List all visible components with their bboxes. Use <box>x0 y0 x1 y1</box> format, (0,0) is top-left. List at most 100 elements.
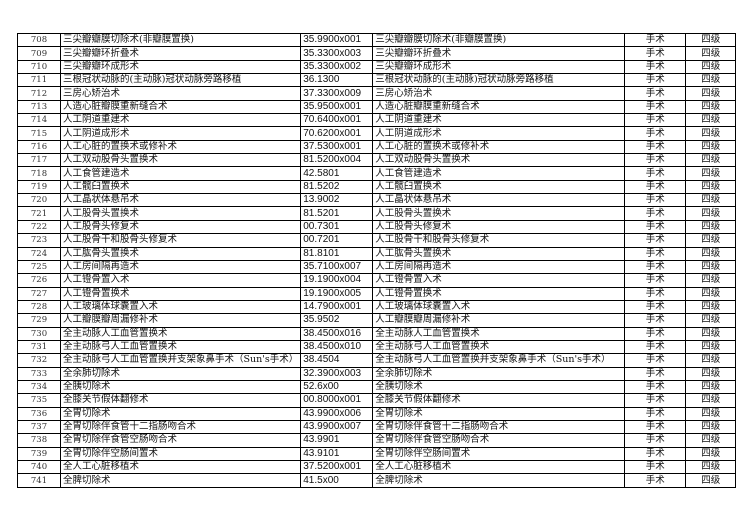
row-number-cell: 723 <box>17 233 61 248</box>
table-row: 708 三尖瓣瓣膜切除术(非瓣膜置换) 35.9900x001 三尖瓣瓣膜切除术(非瓣… <box>17 32 737 48</box>
procedure-type-cell: 手术 <box>624 139 687 155</box>
procedure-type-cell: 手术 <box>624 406 687 421</box>
procedure-type-cell: 手术 <box>624 379 687 395</box>
procedure-code-cell: 00.7301 <box>300 219 374 235</box>
procedure-name-2-cell: 人工食管建造术 <box>372 166 626 181</box>
procedure-code-cell: 38.4504 <box>300 353 374 368</box>
procedure-grade-cell: 四级 <box>685 286 737 301</box>
row-number-cell: 725 <box>17 259 61 275</box>
procedure-type-cell: 手术 <box>624 259 687 275</box>
procedure-name-cell: 三根冠状动脉的(主动脉)冠状动脉旁路移植 <box>59 73 302 88</box>
procedure-name-2-cell: 全主动脉人工血管置换术 <box>372 326 626 341</box>
procedure-type-cell: 手术 <box>624 393 687 408</box>
procedure-name-cell: 全人工心脏移植术 <box>59 459 302 475</box>
procedure-type-cell: 手术 <box>624 459 687 475</box>
table-row: 733 全余肺切除术 32.3900x003 全余肺切除术 手术 四级 <box>17 366 737 381</box>
procedure-code-cell: 19.1900x005 <box>300 286 374 301</box>
procedure-grade-cell: 四级 <box>685 233 737 248</box>
procedure-name-cell: 全脾切除术 <box>59 473 302 488</box>
procedure-code-cell: 35.9900x001 <box>300 32 374 48</box>
procedure-code-cell: 81.5202 <box>300 179 374 195</box>
procedure-type-cell: 手术 <box>624 126 687 141</box>
table-row: 712 三房心矫治术 37.3300x009 三房心矫治术 手术 四级 <box>17 86 737 101</box>
procedure-name-cell: 全膝关节假体翻修术 <box>59 393 302 408</box>
table-row: 730 全主动脉人工血管置换术 38.4500x016 全主动脉人工血管置换术 手术 四级 <box>17 326 737 341</box>
procedure-name-2-cell: 全胃切除伴空肠间置术 <box>372 446 626 462</box>
row-number-cell: 726 <box>17 273 61 288</box>
row-number-cell: 733 <box>17 366 61 381</box>
procedure-name-cell: 全胃切除伴空肠间置术 <box>59 446 302 462</box>
procedure-name-cell: 人工股骨头置换术 <box>59 206 302 221</box>
row-number-cell: 736 <box>17 406 61 421</box>
table-row: 738 全胃切除伴食管空肠吻合术 43.9901 全胃切除伴食管空肠吻合术 手术 四级 <box>17 433 737 448</box>
procedure-code-cell: 41.5x00 <box>300 473 374 488</box>
procedure-name-2-cell: 全余肺切除术 <box>372 366 626 381</box>
procedure-type-cell: 手术 <box>624 206 687 221</box>
procedure-grade-cell: 四级 <box>685 379 737 395</box>
row-number-cell: 741 <box>17 473 61 488</box>
procedure-name-2-cell: 人工髋臼置换术 <box>372 179 626 195</box>
procedure-code-cell: 42.5801 <box>300 166 374 181</box>
procedure-name-cell: 人工镫骨置换术 <box>59 286 302 301</box>
row-number-cell: 709 <box>17 46 61 61</box>
procedure-name-2-cell: 全膝关节假体翻修术 <box>372 393 626 408</box>
table-row: 726 人工镫骨置入术 19.1900x004 人工镫骨置入术 手术 四级 <box>17 273 737 288</box>
procedure-name-2-cell: 全胃切除伴食管十二指肠吻合术 <box>372 419 626 435</box>
procedure-name-cell: 人工玻璃体球囊置入术 <box>59 299 302 315</box>
procedure-name-2-cell: 人工心脏的置换术或修补术 <box>372 139 626 155</box>
row-number-cell: 711 <box>17 73 61 88</box>
procedure-name-2-cell: 人工房间隔再造术 <box>372 259 626 275</box>
procedure-type-cell: 手术 <box>624 446 687 462</box>
row-number-cell: 724 <box>17 246 61 261</box>
procedure-name-cell: 三房心矫治术 <box>59 86 302 101</box>
procedure-name-cell: 人工镫骨置入术 <box>59 273 302 288</box>
procedure-type-cell: 手术 <box>624 59 687 75</box>
procedure-type-cell: 手术 <box>624 32 687 48</box>
procedure-type-cell: 手术 <box>624 473 687 488</box>
table-row: 717 人工双动股骨头置换术 81.5200x004 人工双动股骨头置换术 手术 四级 <box>17 153 737 168</box>
procedure-name-cell: 三尖瓣瓣环折叠术 <box>59 46 302 61</box>
procedure-name-2-cell: 三房心矫治术 <box>372 86 626 101</box>
row-number-cell: 716 <box>17 139 61 155</box>
procedure-type-cell: 手术 <box>624 73 687 88</box>
procedure-grade-cell: 四级 <box>685 153 737 168</box>
procedure-type-cell: 手术 <box>624 419 687 435</box>
row-number-cell: 740 <box>17 459 61 475</box>
table-row: 723 人工股骨干和股骨头修复术 00.7201 人工股骨干和股骨头修复术 手术 四级 <box>17 233 737 248</box>
procedure-code-cell: 37.5200x001 <box>300 459 374 475</box>
procedure-name-2-cell: 人工肱骨头置换术 <box>372 246 626 261</box>
table-row: 718 人工食管建造术 42.5801 人工食管建造术 手术 四级 <box>17 166 737 181</box>
row-number-cell: 710 <box>17 59 61 75</box>
procedure-name-2-cell: 全胰切除术 <box>372 379 626 395</box>
table-row: 735 全膝关节假体翻修术 00.8000x001 全膝关节假体翻修术 手术 四级 <box>17 393 737 408</box>
procedure-grade-cell: 四级 <box>685 206 737 221</box>
row-number-cell: 727 <box>17 286 61 301</box>
procedure-grade-cell: 四级 <box>685 419 737 435</box>
procedure-name-2-cell: 人工双动股骨头置换术 <box>372 153 626 168</box>
row-number-cell: 715 <box>17 126 61 141</box>
procedure-grade-cell: 四级 <box>685 126 737 141</box>
row-number-cell: 735 <box>17 393 61 408</box>
procedure-code-cell: 35.3300x002 <box>300 59 374 75</box>
procedure-name-cell: 人工股骨干和股骨头修复术 <box>59 233 302 248</box>
row-number-cell: 732 <box>17 353 61 368</box>
table-row: 731 全主动脉弓人工血管置换术 38.4500x010 全主动脉弓人工血管置换术 手术… <box>17 339 737 355</box>
procedure-name-cell: 人工食管建造术 <box>59 166 302 181</box>
procedure-code-cell: 38.4500x016 <box>300 326 374 341</box>
procedure-grade-cell: 四级 <box>685 86 737 101</box>
procedure-grade-cell: 四级 <box>685 326 737 341</box>
procedure-name-cell: 人工瓣膜瓣周漏修补术 <box>59 313 302 328</box>
procedure-type-cell: 手术 <box>624 246 687 261</box>
procedure-name-2-cell: 人工阴道成形术 <box>372 126 626 141</box>
procedure-type-cell: 手术 <box>624 299 687 315</box>
procedure-type-cell: 手术 <box>624 46 687 61</box>
procedure-name-2-cell: 人工股骨干和股骨头修复术 <box>372 233 626 248</box>
procedure-grade-cell: 四级 <box>685 99 737 115</box>
procedure-type-cell: 手术 <box>624 193 687 208</box>
row-number-cell: 717 <box>17 153 61 168</box>
procedure-grade-cell: 四级 <box>685 473 737 488</box>
procedure-grade-cell: 四级 <box>685 246 737 261</box>
procedure-name-2-cell: 三尖瓣瓣膜切除术(非瓣膜置换) <box>372 32 626 48</box>
procedure-grade-cell: 四级 <box>685 59 737 75</box>
row-number-cell: 721 <box>17 206 61 221</box>
